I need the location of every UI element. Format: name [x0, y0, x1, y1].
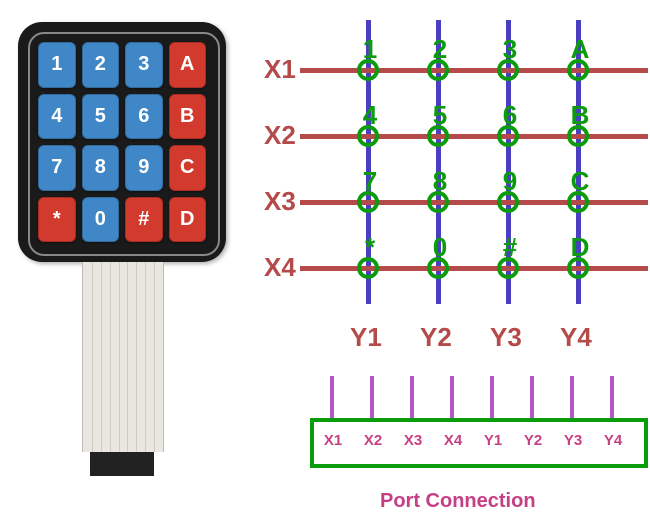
- port-caption: Port Connection: [380, 490, 536, 513]
- schematic-key-label: B: [568, 100, 592, 131]
- schematic-row-label: X4: [264, 252, 296, 283]
- keypad-key[interactable]: 6: [125, 94, 163, 140]
- keypad-key[interactable]: 4: [38, 94, 76, 140]
- keypad-key[interactable]: 5: [82, 94, 120, 140]
- schematic-key-label: 7: [358, 166, 382, 197]
- schematic-key-label: D: [568, 232, 592, 263]
- schematic-row-line: [300, 68, 648, 73]
- schematic-col-label: Y2: [420, 322, 452, 353]
- port-pin: [490, 376, 494, 418]
- schematic-col-label: Y4: [560, 322, 592, 353]
- port-pin-label: Y2: [518, 432, 548, 449]
- keypad-key[interactable]: 9: [125, 145, 163, 191]
- keypad-key[interactable]: B: [169, 94, 207, 140]
- port-pin: [530, 376, 534, 418]
- keypad-key[interactable]: D: [169, 197, 207, 243]
- schematic-key-label: 6: [498, 100, 522, 131]
- schematic-row-line: [300, 200, 648, 205]
- schematic-key-label: 9: [498, 166, 522, 197]
- schematic-col-label: Y3: [490, 322, 522, 353]
- keypad-key[interactable]: *: [38, 197, 76, 243]
- keypad-key[interactable]: #: [125, 197, 163, 243]
- schematic-row-label: X3: [264, 186, 296, 217]
- schematic-row-line: [300, 266, 648, 271]
- schematic-row-label: X1: [264, 54, 296, 85]
- keypad-grid: 123A 456B 789C *0#D: [38, 42, 206, 242]
- keypad-key[interactable]: 2: [82, 42, 120, 88]
- schematic-key-label: 1: [358, 34, 382, 65]
- port-pin: [570, 376, 574, 418]
- schematic-key-label: 8: [428, 166, 452, 197]
- port-pin: [610, 376, 614, 418]
- schematic-key-label: 2: [428, 34, 452, 65]
- keypad-key[interactable]: A: [169, 42, 207, 88]
- port-pin-label: X1: [318, 432, 348, 449]
- schematic-key-label: *: [358, 232, 382, 263]
- port-pin: [330, 376, 334, 418]
- schematic-col-label: Y1: [350, 322, 382, 353]
- schematic-key-label: 4: [358, 100, 382, 131]
- port-pin-label: X2: [358, 432, 388, 449]
- port-pin-label: Y3: [558, 432, 588, 449]
- port-pin: [450, 376, 454, 418]
- port-pin-label: X4: [438, 432, 468, 449]
- schematic-key-label: 3: [498, 34, 522, 65]
- port-pin-label: Y4: [598, 432, 628, 449]
- port-pin-label: Y1: [478, 432, 508, 449]
- schematic-key-label: 0: [428, 232, 452, 263]
- schematic-key-label: A: [568, 34, 592, 65]
- schematic-key-label: C: [568, 166, 592, 197]
- ribbon-connector: [90, 452, 154, 476]
- schematic-row-line: [300, 134, 648, 139]
- keypad-key[interactable]: 8: [82, 145, 120, 191]
- schematic-row-label: X2: [264, 120, 296, 151]
- keypad-key[interactable]: 1: [38, 42, 76, 88]
- keypad-key[interactable]: C: [169, 145, 207, 191]
- port-pin-label: X3: [398, 432, 428, 449]
- port-pin: [370, 376, 374, 418]
- schematic-key-label: 5: [428, 100, 452, 131]
- keypad-key[interactable]: 7: [38, 145, 76, 191]
- schematic-key-label: #: [498, 232, 522, 263]
- keypad-key[interactable]: 0: [82, 197, 120, 243]
- keypad-key[interactable]: 3: [125, 42, 163, 88]
- ribbon-cable: [82, 262, 164, 452]
- port-pin: [410, 376, 414, 418]
